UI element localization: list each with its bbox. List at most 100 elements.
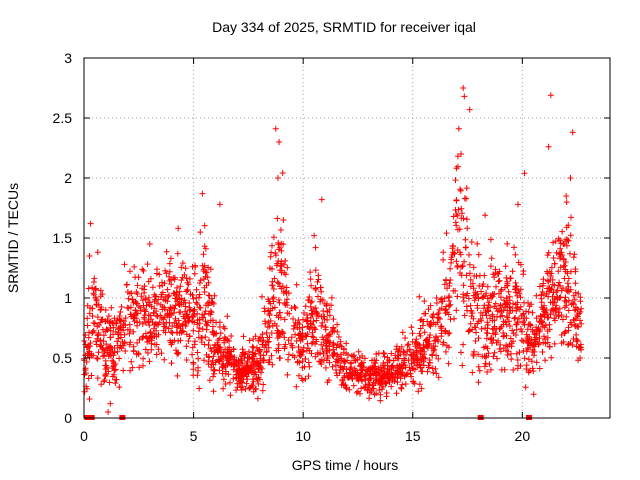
data-point xyxy=(182,299,189,306)
data-point xyxy=(267,307,274,314)
data-point xyxy=(567,319,574,326)
data-point xyxy=(127,268,133,275)
data-point xyxy=(577,317,583,324)
data-point xyxy=(140,333,147,340)
data-point xyxy=(81,388,88,395)
data-point xyxy=(310,318,317,325)
data-point xyxy=(97,293,104,300)
data-point xyxy=(278,262,285,269)
data-point xyxy=(183,357,190,363)
data-point xyxy=(378,380,385,387)
data-point xyxy=(484,295,491,302)
data-point xyxy=(462,244,469,251)
data-point xyxy=(570,316,577,323)
data-point xyxy=(168,305,174,312)
data-point xyxy=(381,353,388,360)
data-point xyxy=(305,297,312,304)
data-point xyxy=(259,293,265,300)
data-point xyxy=(278,240,285,247)
data-point xyxy=(434,311,441,318)
data-point xyxy=(199,326,206,333)
data-point xyxy=(102,307,109,313)
data-point xyxy=(309,329,316,336)
data-point xyxy=(531,352,537,359)
data-point xyxy=(443,342,450,349)
data-point xyxy=(338,355,345,362)
data-point xyxy=(442,328,449,335)
data-point xyxy=(297,353,304,359)
data-point xyxy=(88,351,95,358)
data-point xyxy=(325,338,332,345)
data-point xyxy=(478,288,485,295)
data-point xyxy=(98,306,104,313)
data-point xyxy=(256,335,263,342)
data-point xyxy=(474,240,481,247)
data-point xyxy=(97,343,104,350)
data-point xyxy=(243,373,250,380)
data-point xyxy=(203,351,210,358)
data-point xyxy=(186,333,193,340)
data-point xyxy=(569,129,576,136)
data-point xyxy=(533,315,540,322)
y-tick-label: 1 xyxy=(64,290,72,306)
data-point xyxy=(158,350,165,357)
data-point xyxy=(466,270,473,277)
data-point xyxy=(568,214,574,221)
data-point xyxy=(524,346,531,353)
data-point xyxy=(380,362,386,369)
data-point xyxy=(239,383,246,390)
data-point xyxy=(179,321,186,328)
data-point xyxy=(294,319,301,326)
data-point xyxy=(82,332,89,338)
data-point xyxy=(498,294,504,301)
data-point xyxy=(491,274,498,281)
data-point xyxy=(337,363,344,369)
data-point xyxy=(241,365,248,372)
data-point xyxy=(134,339,141,346)
data-point xyxy=(475,251,482,258)
data-point xyxy=(493,339,500,346)
data-point xyxy=(430,369,437,376)
data-point xyxy=(139,297,146,304)
data-point xyxy=(542,336,549,343)
data-point xyxy=(536,335,543,342)
data-point xyxy=(146,335,153,341)
data-point xyxy=(520,268,527,274)
data-point xyxy=(227,392,234,399)
data-point xyxy=(530,368,537,375)
data-point xyxy=(334,341,341,348)
data-point xyxy=(482,212,489,219)
data-point xyxy=(210,323,216,330)
data-point xyxy=(174,250,181,257)
data-point xyxy=(153,270,160,277)
data-point xyxy=(127,326,133,333)
data-point xyxy=(521,321,528,328)
data-point xyxy=(504,314,511,321)
data-point xyxy=(273,262,280,269)
data-point xyxy=(432,337,439,344)
data-point xyxy=(467,320,474,327)
data-point xyxy=(545,143,552,150)
data-point xyxy=(507,275,514,282)
data-point xyxy=(253,385,259,392)
data-point xyxy=(402,362,409,369)
data-point xyxy=(151,305,158,312)
data-point xyxy=(530,347,537,353)
data-point xyxy=(529,365,536,372)
data-point xyxy=(326,312,333,319)
data-point xyxy=(540,280,547,287)
data-point xyxy=(178,277,185,284)
data-point xyxy=(557,255,563,262)
data-point xyxy=(110,359,117,365)
data-point xyxy=(376,387,383,393)
data-point xyxy=(100,378,107,385)
data-point xyxy=(118,334,124,341)
data-point xyxy=(469,369,476,376)
data-point xyxy=(405,341,412,348)
data-point xyxy=(452,287,459,294)
data-point xyxy=(493,283,499,290)
data-point xyxy=(106,319,113,326)
data-point xyxy=(343,340,350,347)
data-point xyxy=(470,264,477,271)
data-point xyxy=(322,324,329,330)
